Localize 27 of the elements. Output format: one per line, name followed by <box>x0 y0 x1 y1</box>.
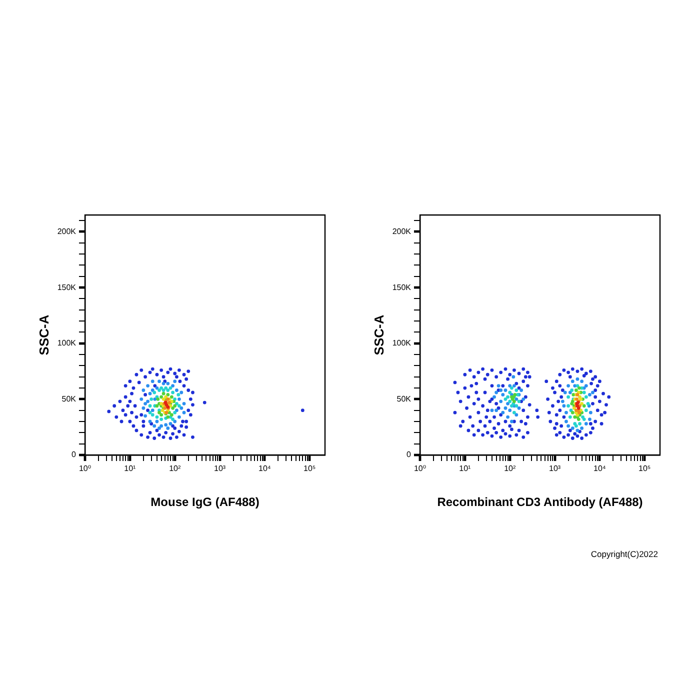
x-tick-label: 10¹ <box>124 464 136 474</box>
y-tick-label: 100K <box>57 338 77 348</box>
x-tick-label: 10³ <box>214 464 226 474</box>
x-tick-label: 10² <box>169 464 181 474</box>
y-tick-label: 100K <box>392 338 412 348</box>
x-tick-label: 10⁴ <box>258 464 272 474</box>
x-tick-label: 10¹ <box>459 464 472 474</box>
text: Copyright(C)2022 <box>590 549 658 559</box>
y-tick-label: 50K <box>396 394 412 404</box>
y-tick-label: 0 <box>406 450 412 460</box>
x-tick-label: 10⁵ <box>304 464 316 474</box>
x-axis-title: Mouse IgG (AF488) <box>150 495 260 510</box>
x-axis-title: Recombinant CD3 Antibody (AF488) <box>437 495 643 510</box>
x-tick-label: 10⁰ <box>414 464 426 474</box>
y-tick-label: 200K <box>57 226 77 236</box>
y-axis-title: SSC-A <box>371 314 386 356</box>
y-tick-label: 150K <box>392 282 412 292</box>
y-axis-title: SSC-A <box>36 314 52 356</box>
y-tick-label: 0 <box>72 450 77 460</box>
y-tick-label: 200K <box>392 226 412 236</box>
x-tick-label: 10⁰ <box>78 464 92 474</box>
y-tick-label: 50K <box>62 394 77 404</box>
y-tick-label: 150K <box>57 282 77 292</box>
x-tick-label: 10⁴ <box>594 464 606 474</box>
x-tick-label: 10⁵ <box>638 464 651 474</box>
x-tick-label: 10² <box>504 464 516 474</box>
x-tick-label: 10³ <box>548 464 561 474</box>
